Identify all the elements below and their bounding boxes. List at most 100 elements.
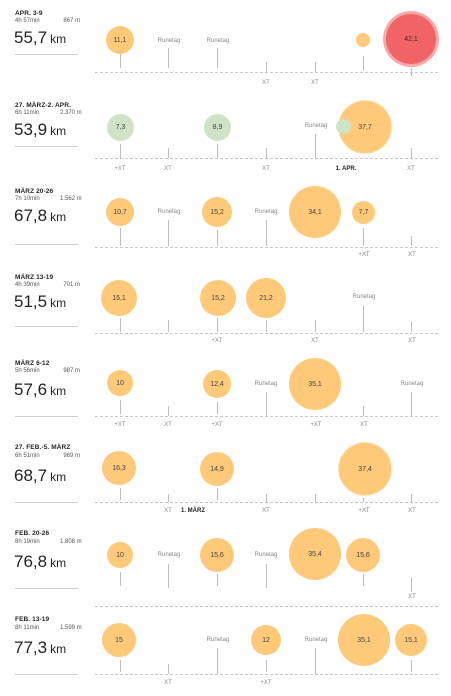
day-tick (217, 144, 218, 158)
week-row[interactable]: 27. FEB.-5. MÄRZ 6h 51min 969 m 68,7 km 1… (0, 438, 451, 524)
activity-circle[interactable]: 10,7 (106, 198, 134, 226)
week-axis (95, 674, 438, 675)
cross-training-label: +XT (114, 166, 126, 172)
week-elevation: 1.562 m (60, 196, 82, 202)
activity-circle[interactable]: 11,1 (106, 26, 134, 54)
activity-circle[interactable]: 12 (251, 625, 281, 655)
week-distance-value: 55,7 (14, 28, 48, 47)
cross-training-label: +XT (211, 338, 223, 344)
cross-training-label: +XT (310, 422, 322, 428)
cross-training-label: +XT (358, 252, 370, 258)
cross-training-label: +XT (358, 508, 370, 514)
activity-circle[interactable]: 14,9 (200, 452, 234, 486)
week-range: APR. 3-9 (15, 10, 43, 17)
day-tick (363, 228, 364, 246)
week-time: 4h 57min (15, 18, 40, 24)
week-distance-unit: km (50, 642, 67, 656)
week-row[interactable]: MÄRZ 20-26 7h 10min 1.562 m 67,8 km 10,7 … (0, 180, 451, 266)
week-distance: 55,7 km (14, 28, 66, 48)
cross-training-label: XT (408, 594, 416, 600)
week-time: 7h 10min (15, 196, 40, 202)
week-time: 4h 39min (15, 282, 40, 288)
week-axis (95, 416, 438, 417)
week-distance-unit: km (50, 470, 67, 484)
header-divider (15, 674, 78, 675)
day-tick (411, 578, 412, 592)
week-elevation: 1.599 m (60, 625, 82, 631)
day-tick (217, 648, 218, 674)
day-tick (217, 48, 218, 68)
week-distance-value: 68,7 (14, 466, 48, 485)
week-row[interactable]: FEB. 20-26 8h 19min 1.808 m 76,8 km 10 Ru… (0, 524, 451, 610)
week-row[interactable]: 27. MÄRZ-2. APR. 6h 11min 2.370 m 53,9 km… (0, 94, 451, 180)
activity-circle[interactable]: 35,1 (289, 358, 341, 410)
activity-circle[interactable]: 15,6 (200, 538, 234, 572)
activity-circle[interactable]: 15,2 (202, 197, 232, 227)
week-distance-value: 53,9 (14, 120, 48, 139)
header-divider (15, 54, 78, 55)
activity-circle[interactable]: 15,6 (346, 538, 380, 572)
cross-training-label: XT (164, 422, 172, 428)
week-distance: 57,6 km (14, 380, 66, 400)
day-tick (120, 660, 121, 672)
day-tick (120, 318, 121, 332)
activity-circle[interactable]: 10 (107, 542, 133, 568)
day-tick (120, 400, 121, 414)
week-distance: 51,5 km (14, 292, 66, 312)
rest-day-label: Runetag (157, 552, 181, 558)
activity-circle[interactable]: 7,3 (107, 114, 134, 141)
day-tick (120, 144, 121, 158)
activity-circle[interactable]: 15,1 (101, 280, 137, 316)
day-tick (315, 320, 316, 332)
day-tick (266, 392, 267, 416)
activity-circle[interactable]: 15 (102, 623, 136, 657)
activity-circle[interactable]: 34,1 (289, 186, 341, 238)
day-tick (217, 402, 218, 414)
week-distance: 68,7 km (14, 466, 66, 486)
day-tick (120, 54, 121, 68)
cross-training-label: XT (408, 508, 416, 514)
activity-circle[interactable]: 35,4 (289, 528, 341, 580)
activity-circle[interactable]: 37,4 (338, 442, 392, 496)
week-range: 27. FEB.-5. MÄRZ (15, 444, 71, 451)
activity-circle[interactable]: 8,9 (204, 114, 231, 141)
week-elevation: 701 m (63, 282, 80, 288)
activity-circle[interactable]: 7,7 (352, 201, 375, 224)
activity-circle[interactable]: 15,2 (200, 280, 236, 316)
header-divider (15, 146, 78, 147)
week-distance-value: 57,6 (14, 380, 48, 399)
day-tick (411, 236, 412, 246)
week-elevation: 2.370 m (60, 110, 82, 116)
activity-circle[interactable]: 12,4 (203, 370, 231, 398)
cross-training-label: XT (262, 508, 270, 514)
activity-circle[interactable]: 21,2 (246, 278, 286, 318)
day-tick (315, 134, 316, 158)
activity-circle[interactable]: 35,1 (338, 614, 390, 666)
week-elevation: 1.808 m (60, 539, 82, 545)
day-tick (363, 406, 364, 416)
week-axis (95, 72, 438, 73)
rest-day-label: Runetag (304, 123, 328, 129)
header-divider (15, 502, 78, 503)
cross-training-label: XT (164, 680, 172, 686)
week-range: 27. MÄRZ-2. APR. (15, 102, 71, 109)
week-distance: 53,9 km (14, 120, 66, 140)
activity-circle[interactable]: 15,1 (395, 624, 427, 656)
week-row[interactable]: MÄRZ 6-12 5h 56min 987 m 57,6 km 10 +XT X… (0, 352, 451, 438)
week-distance-unit: km (50, 210, 67, 224)
day-tick (168, 664, 169, 674)
activity-circle[interactable]: 16,3 (102, 451, 136, 485)
week-row[interactable]: MÄRZ 13-19 4h 39min 701 m 51,5 km 15,1 15… (0, 266, 451, 352)
week-row[interactable]: FEB. 13-19 8h 11min 1.599 m 77,3 km 15 XT… (0, 610, 451, 696)
activity-circle[interactable] (356, 33, 370, 47)
day-tick (120, 572, 121, 586)
day-tick (266, 564, 267, 588)
activity-circle[interactable] (336, 119, 351, 134)
race-circle[interactable]: 42,1 (386, 14, 436, 64)
week-row[interactable]: APR. 3-9 4h 57min 867 m 55,7 km 11,1 Rune… (0, 8, 451, 94)
week-distance-unit: km (50, 124, 67, 138)
rest-day-label: Runetag (206, 38, 230, 44)
week-range: MÄRZ 6-12 (15, 360, 50, 367)
activity-circle[interactable]: 10 (107, 370, 133, 396)
day-tick (266, 62, 267, 72)
